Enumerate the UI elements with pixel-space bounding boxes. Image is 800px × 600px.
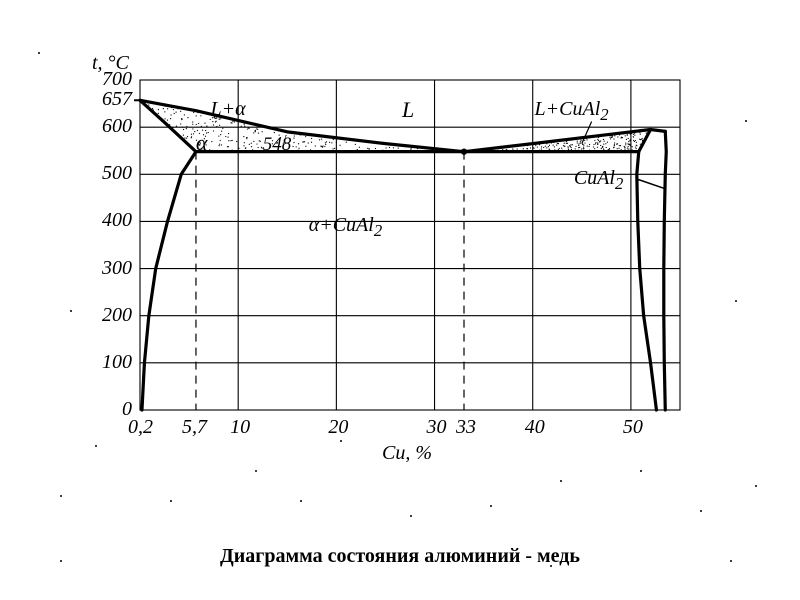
x-tick-label: 0,2 (128, 416, 153, 439)
noise-dot (730, 560, 732, 562)
x-tick-label: 30 (427, 416, 447, 439)
y-tick-label: 100 (102, 351, 132, 374)
eutectic-temp-label: 548 (263, 134, 292, 156)
y-tick-label: 700 (102, 68, 132, 91)
noise-dot (490, 505, 492, 507)
noise-dot (60, 560, 62, 562)
noise-dot (38, 52, 40, 54)
x-axis-title: Cu, % (382, 442, 432, 465)
y-tick-label: 300 (102, 257, 132, 280)
x-tick-label: 33 (456, 416, 476, 439)
phase-label: α+CuAl2 (309, 214, 382, 241)
noise-dot (250, 560, 252, 562)
x-tick-label: 20 (328, 416, 348, 439)
y-tick-label: 657 (102, 88, 132, 111)
x-tick-label: 50 (623, 416, 643, 439)
noise-dot (700, 510, 702, 512)
y-tick-label: 500 (102, 162, 132, 185)
diagram-caption: Диаграмма состояния алюминий - медь (0, 545, 800, 568)
noise-dot (400, 560, 402, 562)
x-tick-label: 5,7 (182, 416, 207, 439)
noise-dot (745, 120, 747, 122)
noise-dot (410, 515, 412, 517)
noise-dot (550, 565, 552, 567)
noise-dot (340, 440, 342, 442)
phase-label: CuAl2 (574, 167, 623, 194)
noise-dot (735, 300, 737, 302)
phase-label: L (402, 97, 414, 123)
phase-label: α (196, 130, 208, 156)
phase-label: L+α (211, 98, 246, 121)
noise-dot (70, 310, 72, 312)
y-tick-label: 200 (102, 304, 132, 327)
noise-dot (640, 470, 642, 472)
noise-dot (60, 495, 62, 497)
noise-dot (255, 470, 257, 472)
x-tick-label: 10 (230, 416, 250, 439)
y-tick-label: 600 (102, 115, 132, 138)
noise-dot (170, 500, 172, 502)
noise-dot (300, 500, 302, 502)
y-tick-label: 400 (102, 209, 132, 232)
noise-dot (95, 445, 97, 447)
noise-dot (755, 485, 757, 487)
x-tick-label: 40 (525, 416, 545, 439)
noise-dot (560, 480, 562, 482)
phase-label: L+CuAl2 (535, 98, 609, 125)
